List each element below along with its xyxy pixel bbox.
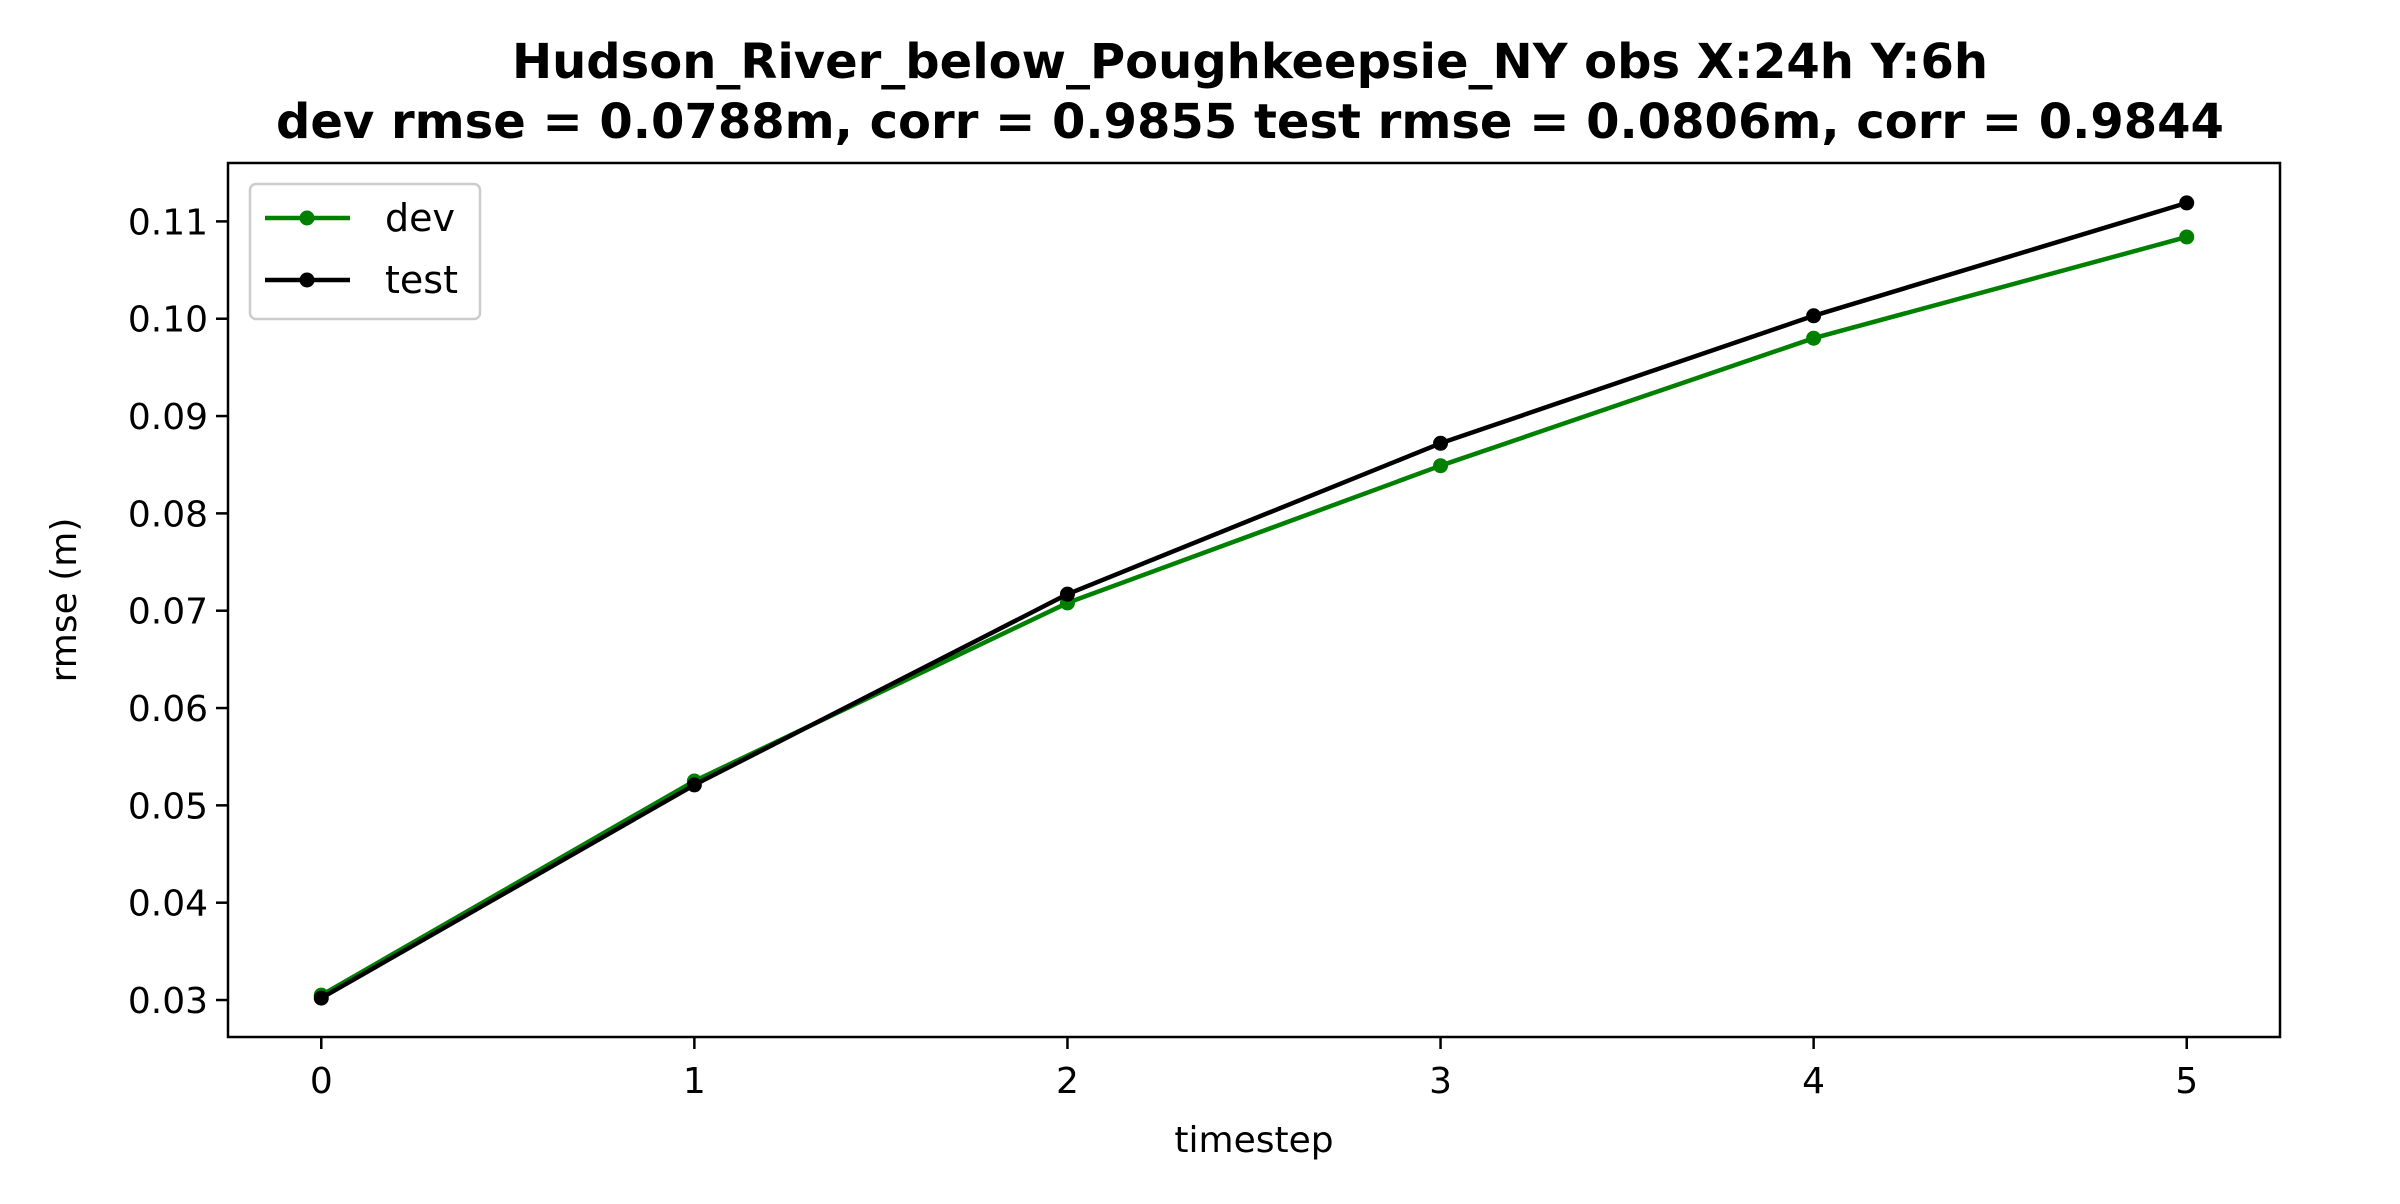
y-tick-label: 0.11	[128, 202, 208, 243]
legend: dev test	[248, 182, 482, 321]
x-tick-label: 3	[1429, 1061, 1452, 1102]
x-tick-label: 4	[1802, 1061, 1825, 1102]
y-tick-label: 0.04	[128, 884, 208, 925]
series-line-dev	[320, 234, 2188, 998]
y-tick-label: 0.10	[128, 300, 208, 341]
y-tick-label: 0.06	[128, 689, 208, 730]
y-tick-label: 0.09	[128, 397, 208, 438]
data-point-test	[313, 990, 329, 1006]
data-point-dev	[1433, 458, 1449, 474]
data-point-test	[1433, 435, 1449, 451]
y-axis-label: rmse (m)	[44, 518, 85, 683]
y-tick-label: 0.08	[128, 494, 208, 535]
x-tick-label: 1	[683, 1061, 706, 1102]
data-point-dev	[2179, 229, 2195, 245]
legend-label-test: test	[385, 258, 458, 302]
x-axis: 0 1 2 3 4 5	[310, 1037, 2198, 1102]
y-tick-label: 0.05	[128, 786, 208, 827]
data-point-test	[2179, 195, 2195, 211]
series-layer	[313, 195, 2195, 1006]
series-line-test	[320, 200, 2188, 1001]
data-point-test	[1059, 586, 1075, 602]
plot-area	[226, 161, 2282, 1039]
legend-marker-dev	[299, 210, 315, 226]
x-axis-label: timestep	[1174, 1120, 1333, 1161]
data-point-dev	[1806, 330, 1822, 346]
chart-title: Hudson_River_below_Poughkeepsie_NY obs X…	[512, 34, 1988, 90]
data-point-test	[686, 777, 702, 793]
chart-subtitle: dev rmse = 0.0788m, corr = 0.9855 test r…	[276, 94, 2224, 150]
y-axis: 0.03 0.04 0.05 0.06 0.07 0.08 0.09 0.10 0.11	[128, 202, 228, 1022]
y-tick-label: 0.07	[128, 592, 208, 633]
x-tick-label: 0	[310, 1061, 333, 1102]
y-tick-label: 0.03	[128, 981, 208, 1022]
data-point-test	[1806, 308, 1822, 324]
x-tick-label: 5	[2175, 1061, 2198, 1102]
legend-label-dev: dev	[385, 196, 455, 240]
x-tick-label: 2	[1056, 1061, 1079, 1102]
legend-marker-test	[299, 272, 315, 288]
